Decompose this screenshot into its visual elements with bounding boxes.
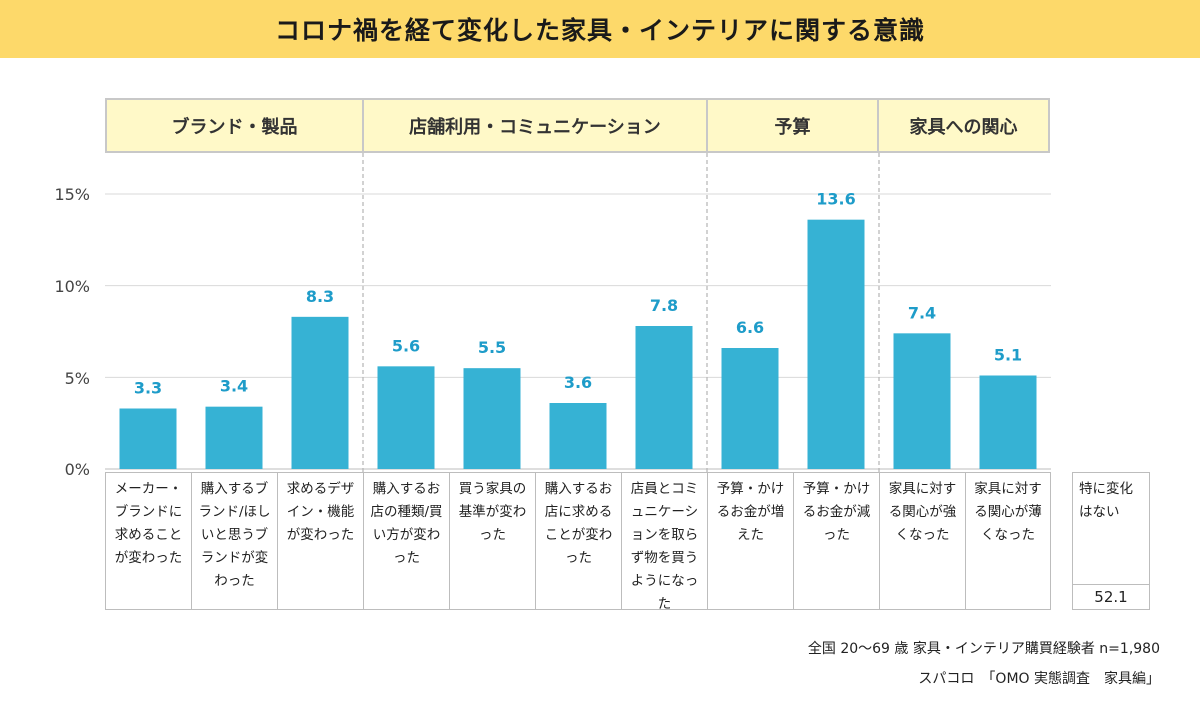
bar — [893, 333, 951, 469]
bar — [205, 406, 263, 469]
bar-value-label: 3.4 — [220, 377, 248, 396]
x-category-label: 求めるデザイン・機能が変わった — [277, 472, 364, 610]
category-header-2: 店舗利用・コミュニケーション — [362, 98, 708, 153]
chart-title: コロナ禍を経て変化した家具・インテリアに関する意識 — [274, 16, 925, 45]
x-category-label: 店員とコミュニケーションを取らず物を買うようになった — [621, 472, 708, 612]
x-category-label: メーカー・ブランドに求めることが変わった — [105, 472, 192, 610]
bar — [291, 316, 349, 469]
category-header-label: 家具への関心 — [909, 116, 1018, 138]
no-change-value: 52.1 — [1073, 584, 1149, 609]
x-category-label: 購入するブランド/ほしいと思うブランドが変わった — [191, 472, 278, 610]
bar-value-label: 3.6 — [564, 373, 592, 392]
category-header-4: 家具への関心 — [877, 98, 1050, 153]
x-category-label: 購入するお店の種類/買い方が変わった — [363, 472, 450, 610]
y-tick-label: 0% — [64, 460, 90, 479]
y-tick-label: 15% — [54, 185, 90, 204]
x-category-label: 購入するお店に求めることが変わった — [535, 472, 622, 610]
category-header-label: 予算 — [774, 116, 811, 138]
category-header-1: ブランド・製品 — [105, 98, 364, 153]
x-category-label: 予算・かけるお金が増えた — [707, 472, 794, 610]
bar-value-label: 8.3 — [306, 287, 334, 306]
x-category-label: 予算・かけるお金が減った — [793, 472, 880, 610]
x-category-label: 家具に対する関心が強くなった — [879, 472, 966, 610]
category-header-label: ブランド・製品 — [171, 116, 298, 138]
bar — [807, 219, 865, 469]
bar-value-label: 13.6 — [816, 190, 855, 209]
bar-value-label: 5.6 — [392, 336, 420, 355]
bar — [635, 326, 693, 469]
bar — [377, 366, 435, 469]
bar-value-label: 7.4 — [908, 303, 936, 322]
bar — [979, 375, 1037, 469]
x-category-label: 家具に対する関心が薄くなった — [965, 472, 1051, 610]
group-separators — [362, 153, 880, 472]
value-labels: 3.3 3.4 8.3 5.6 5.5 3.6 7.8 6.6 13.6 7.4 5.1 — [134, 190, 1022, 398]
bars — [119, 219, 1037, 469]
bar — [463, 368, 521, 469]
bar-value-label: 5.1 — [994, 346, 1022, 365]
bar-value-label: 3.3 — [134, 379, 162, 398]
y-tick-label: 10% — [54, 277, 90, 296]
bar-value-label: 6.6 — [736, 318, 764, 337]
source-note: スパコロ 「OMO 実態調査 家具編」 — [918, 671, 1160, 687]
bar — [721, 348, 779, 469]
x-category-label: 買う家具の基準が変わった — [449, 472, 536, 610]
title-banner: コロナ禍を経て変化した家具・インテリアに関する意識 — [0, 0, 1200, 58]
category-header-3: 予算 — [706, 98, 879, 153]
no-change-box: 特に変化はない 52.1 — [1072, 472, 1150, 610]
y-tick-label: 5% — [64, 369, 90, 388]
no-change-label: 特に変化はない — [1079, 481, 1133, 520]
category-header-label: 店舗利用・コミュニケーション — [409, 116, 661, 138]
bar — [119, 408, 177, 469]
bar — [549, 403, 607, 469]
bar-value-label: 7.8 — [650, 296, 678, 315]
sample-note: 全国 20～69 歳 家具・インテリア購買経験者 n=1,980 — [807, 641, 1160, 657]
bar-value-label: 5.5 — [478, 338, 506, 357]
